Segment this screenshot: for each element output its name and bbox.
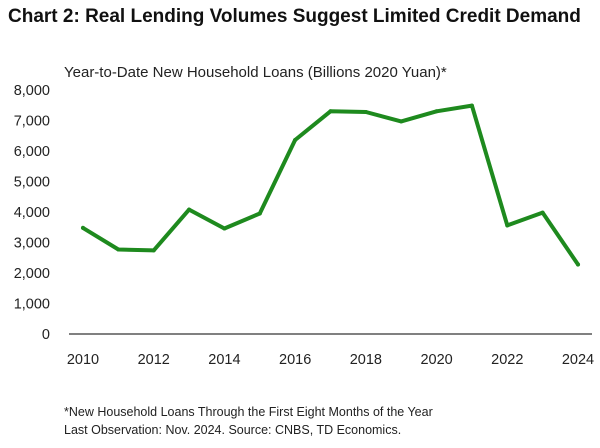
x-tick-label: 2018 bbox=[350, 352, 382, 368]
data-point bbox=[257, 211, 262, 216]
data-point bbox=[81, 225, 85, 230]
data-point bbox=[505, 223, 510, 228]
y-tick-label: 5,000 bbox=[14, 175, 50, 191]
chart-title: Chart 2: Real Lending Volumes Suggest Li… bbox=[8, 6, 581, 27]
data-point bbox=[434, 109, 439, 114]
data-point bbox=[540, 210, 545, 215]
source-note: Last Observation: Nov. 2024. Source: CNB… bbox=[64, 423, 402, 437]
y-tick-label: 1,000 bbox=[14, 297, 50, 313]
y-tick-label: 3,000 bbox=[14, 236, 50, 252]
data-point bbox=[328, 109, 333, 114]
y-tick-label: 6,000 bbox=[14, 144, 50, 160]
x-tick-label: 2024 bbox=[562, 352, 594, 368]
footnote: *New Household Loans Through the First E… bbox=[64, 405, 433, 419]
y-tick-label: 2,000 bbox=[14, 266, 50, 282]
x-axis-tick-labels: 2010 2012 2014 2016 2018 2020 2022 2024 bbox=[67, 352, 594, 368]
y-axis-tick-labels: 0 1,000 2,000 3,000 4,000 5,000 6,000 7,000 8,00… bbox=[14, 83, 50, 343]
x-tick-label: 2016 bbox=[279, 352, 311, 368]
y-tick-label: 4,000 bbox=[14, 205, 50, 221]
y-tick-label: 0 bbox=[42, 327, 50, 343]
data-point bbox=[576, 262, 580, 267]
x-tick-label: 2020 bbox=[420, 352, 452, 368]
y-tick-label: 8,000 bbox=[14, 83, 50, 99]
data-point bbox=[222, 226, 227, 231]
data-point bbox=[116, 247, 121, 252]
data-point bbox=[187, 207, 192, 212]
data-point bbox=[363, 110, 368, 114]
x-tick-label: 2010 bbox=[67, 352, 99, 368]
data-point bbox=[399, 119, 404, 124]
x-tick-label: 2022 bbox=[491, 352, 523, 368]
x-tick-label: 2014 bbox=[208, 352, 240, 368]
data-point bbox=[293, 138, 298, 142]
series-group bbox=[81, 103, 580, 267]
chart-subtitle: Year-to-Date New Household Loans (Billio… bbox=[64, 64, 447, 81]
series-line bbox=[81, 103, 580, 267]
y-tick-label: 7,000 bbox=[14, 114, 50, 130]
x-tick-label: 2012 bbox=[138, 352, 170, 368]
data-point bbox=[469, 103, 474, 108]
data-point bbox=[151, 248, 156, 253]
